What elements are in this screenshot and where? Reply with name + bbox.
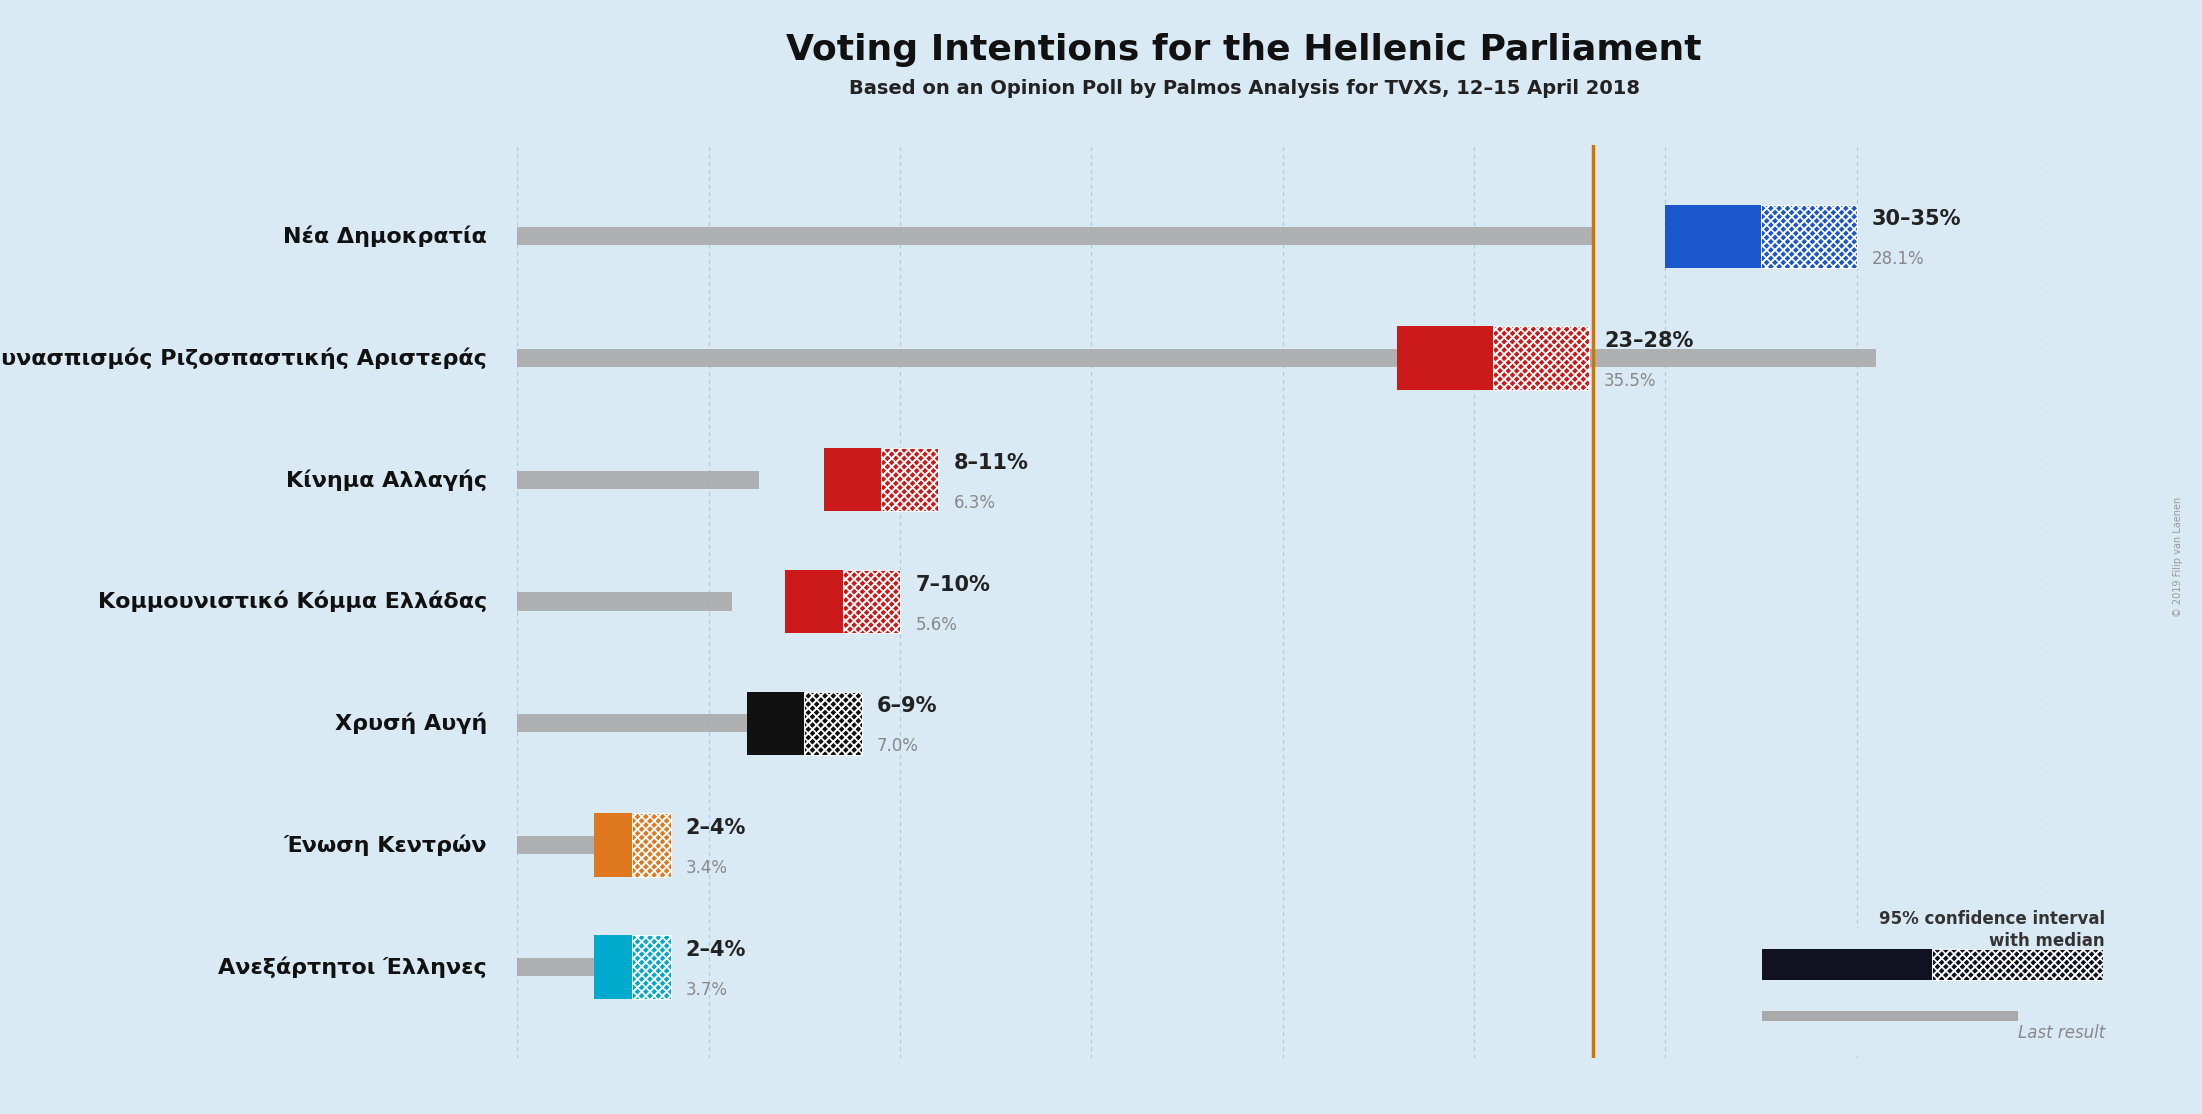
Text: 6–9%: 6–9%	[876, 696, 938, 716]
Text: Based on an Opinion Poll by Palmos Analysis for TVXS, 12–15 April 2018: Based on an Opinion Poll by Palmos Analy…	[848, 78, 1640, 98]
Bar	[804, 692, 861, 755]
Text: 5.6%: 5.6%	[916, 616, 958, 634]
Bar	[517, 593, 731, 610]
Text: Κομμουνιστικό Κόμμα Ελλάδας: Κομμουνιστικό Κόμμα Ελλάδας	[97, 590, 487, 613]
Bar	[517, 349, 1876, 368]
Text: Κίνημα Αλλαγής: Κίνημα Αλλαγής	[286, 469, 487, 490]
Bar	[1762, 949, 2103, 980]
Bar	[517, 470, 757, 489]
Text: 35.5%: 35.5%	[1603, 372, 1656, 390]
Text: 2–4%: 2–4%	[685, 818, 746, 838]
Bar	[517, 714, 786, 733]
Text: © 2019 Filip van Laenen: © 2019 Filip van Laenen	[2173, 497, 2182, 617]
Bar	[517, 836, 647, 854]
Bar	[517, 958, 658, 976]
Text: 6.3%: 6.3%	[953, 494, 995, 512]
Bar	[786, 570, 843, 633]
Bar	[1493, 326, 1588, 390]
Bar	[804, 692, 861, 755]
Bar	[1933, 949, 2103, 980]
Text: Συνασπισμός Ριζοσπαστικής Αριστεράς: Συνασπισμός Ριζοσπαστικής Αριστεράς	[0, 348, 487, 369]
Bar	[1762, 205, 1856, 267]
Bar	[1762, 205, 1856, 267]
Bar	[632, 936, 669, 998]
Bar	[632, 813, 669, 877]
Text: Νέα Δημοκρατία: Νέα Δημοκρατία	[284, 225, 487, 247]
Bar	[517, 227, 1592, 245]
Text: 2–4%: 2–4%	[685, 940, 746, 960]
Bar	[843, 570, 901, 633]
Bar	[881, 448, 938, 511]
Bar	[881, 448, 938, 511]
Text: 3.7%: 3.7%	[685, 981, 729, 999]
Text: 8–11%: 8–11%	[953, 452, 1028, 472]
Text: 95% confidence interval: 95% confidence interval	[1878, 910, 2105, 928]
Bar	[1762, 205, 1856, 267]
Text: 28.1%: 28.1%	[1872, 251, 1925, 268]
Bar	[804, 692, 861, 755]
Bar	[843, 570, 901, 633]
Bar	[1933, 949, 2103, 980]
Text: Ανεξάρτητοι Έλληνες: Ανεξάρτητοι Έλληνες	[218, 956, 487, 978]
Text: with median: with median	[1988, 932, 2105, 950]
Text: Ένωση Κεντρών: Ένωση Κεντρών	[284, 834, 487, 856]
Text: Voting Intentions for the Hellenic Parliament: Voting Intentions for the Hellenic Parli…	[786, 33, 1702, 67]
Bar	[746, 692, 804, 755]
Text: 7.0%: 7.0%	[876, 737, 918, 755]
Bar	[1398, 326, 1493, 390]
Bar	[1762, 1010, 2017, 1020]
Bar	[632, 936, 669, 998]
Bar	[1493, 326, 1588, 390]
Text: Last result: Last result	[2017, 1024, 2105, 1042]
Bar	[843, 570, 901, 633]
Bar	[632, 936, 669, 998]
Bar	[632, 813, 669, 877]
Text: 3.4%: 3.4%	[685, 859, 729, 878]
Bar	[632, 813, 669, 877]
Bar	[1493, 326, 1588, 390]
Bar	[824, 448, 881, 511]
Bar	[881, 448, 938, 511]
Bar	[595, 813, 632, 877]
Text: 7–10%: 7–10%	[916, 575, 991, 595]
Bar	[1665, 205, 1762, 267]
Text: 30–35%: 30–35%	[1872, 209, 1962, 229]
Text: 23–28%: 23–28%	[1603, 331, 1693, 351]
Bar	[595, 936, 632, 998]
Text: Χρυσή Αυγή: Χρυσή Αυγή	[335, 713, 487, 734]
